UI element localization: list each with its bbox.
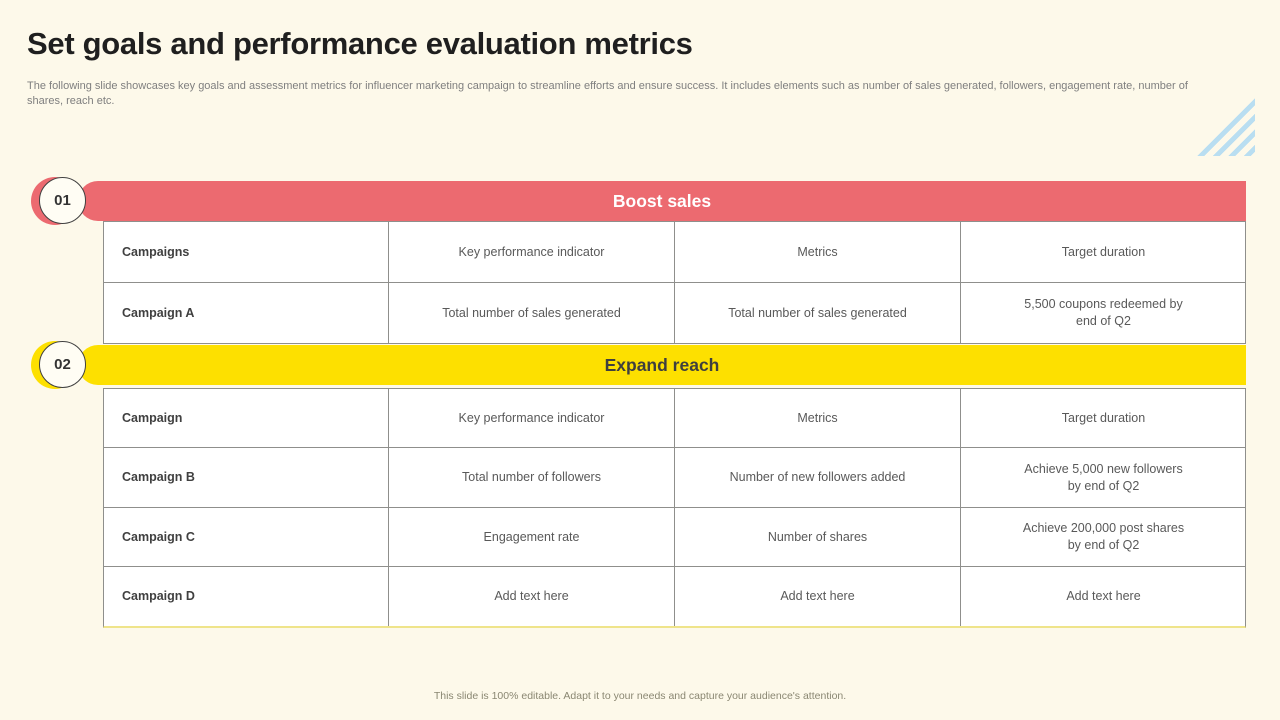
campaign-name-cell: Campaign A: [104, 283, 389, 343]
section-number-badge-01: 01: [31, 175, 86, 227]
header-cell-metrics: Metrics: [675, 389, 961, 448]
target-placeholder-cell: Add text here: [1066, 589, 1141, 603]
page-title: Set goals and performance evaluation met…: [27, 26, 693, 61]
section-number-badge-02: 02: [31, 339, 86, 391]
kpi-cell: Engagement rate: [389, 508, 675, 567]
target-cell: Achieve 5,000 new followers by end of Q2: [961, 448, 1246, 508]
metrics-cell: Number of new followers added: [675, 448, 961, 508]
target-cell: Achieve 200,000 post shares by end of Q2: [961, 508, 1246, 567]
badge-number: 01: [39, 177, 86, 224]
header-cell-target: Target duration: [961, 389, 1246, 448]
kpi-cell: Total number of sales generated: [389, 283, 675, 343]
banner-label: Boost sales: [612, 190, 712, 211]
header-cell-kpi: Key performance indicator: [389, 389, 675, 448]
target-cell: 5,500 coupons redeemed by end of Q2: [1024, 297, 1183, 328]
banner-label: Expand reach: [604, 354, 720, 375]
header-cell-kpi: Key performance indicator: [389, 222, 675, 283]
metrics-cell: Number of shares: [675, 508, 961, 567]
kpi-placeholder-cell: Add text here: [389, 567, 675, 626]
metrics-placeholder-cell: Add text here: [675, 567, 961, 626]
section-banner-boost-sales: Boost sales: [78, 181, 1246, 221]
slide-footer-note: This slide is 100% editable. Adapt it to…: [433, 690, 847, 702]
header-cell-metrics: Metrics: [675, 222, 961, 283]
campaign-name-cell: Campaign C: [104, 508, 389, 567]
header-cell-campaign: Campaign: [104, 389, 389, 448]
campaign-name-cell: Campaign B: [104, 448, 389, 508]
kpi-cell: Total number of followers: [389, 448, 675, 508]
section-banner-expand-reach: Expand reach: [78, 345, 1246, 385]
badge-number: 02: [39, 341, 86, 388]
slide-description: The following slide showcases key goals …: [27, 80, 1188, 107]
metrics-cell: Total number of sales generated: [675, 283, 961, 343]
boost-sales-table: Campaigns Key performance indicator Metr…: [103, 221, 1246, 344]
campaign-name-cell: Campaign D: [104, 567, 389, 626]
header-cell-campaigns: Campaigns: [104, 222, 389, 283]
expand-reach-table: Campaign Key performance indicator Metri…: [103, 388, 1246, 628]
header-cell-target: Target duration: [961, 222, 1246, 283]
